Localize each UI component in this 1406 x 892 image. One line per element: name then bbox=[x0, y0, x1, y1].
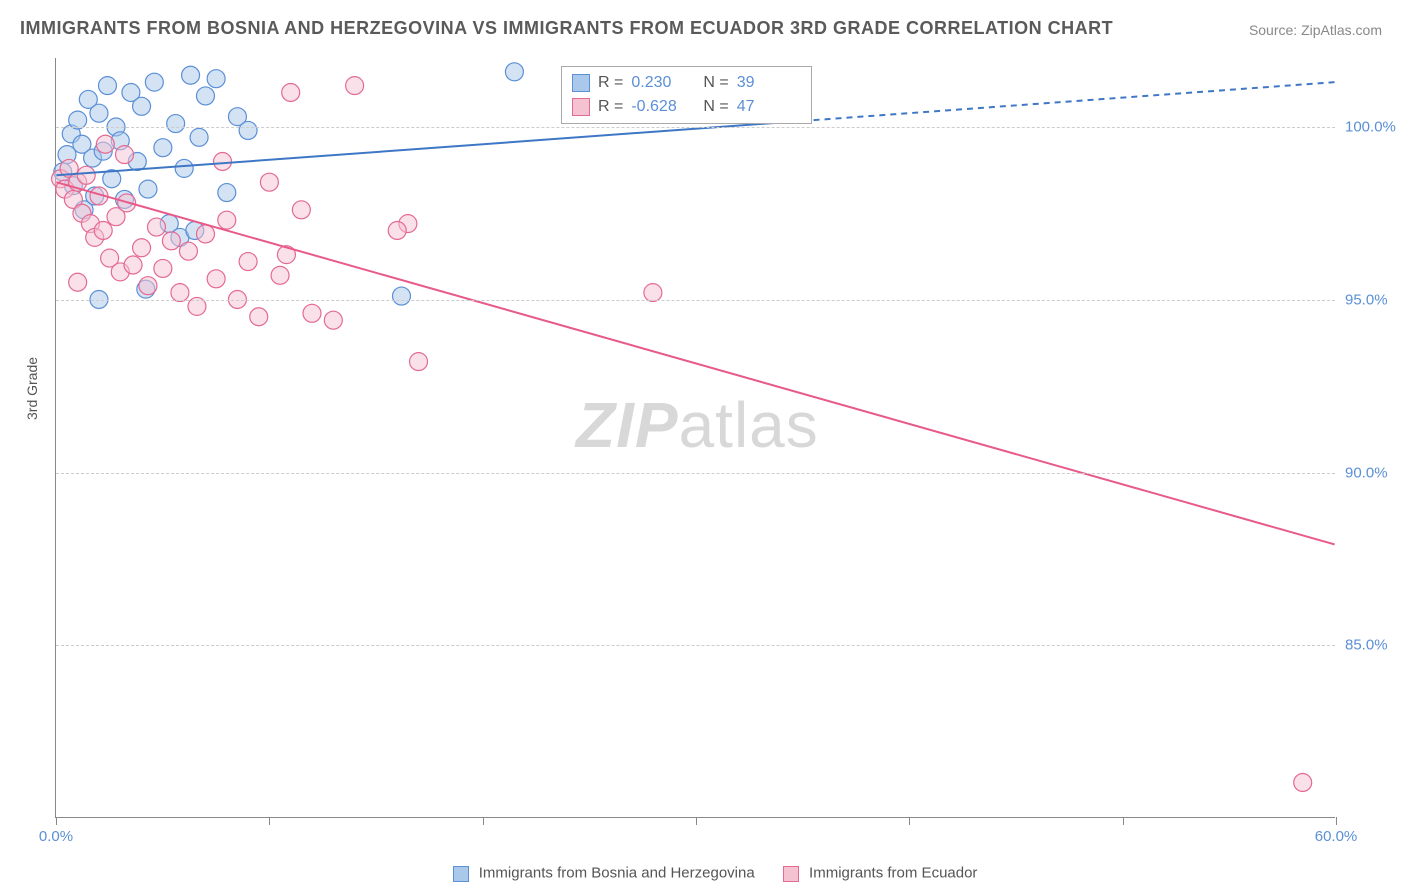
y-tick-label: 100.0% bbox=[1345, 119, 1405, 136]
scatter-point bbox=[505, 63, 523, 81]
scatter-point bbox=[96, 135, 114, 153]
scatter-point bbox=[182, 66, 200, 84]
chart-title: IMMIGRANTS FROM BOSNIA AND HERZEGOVINA V… bbox=[20, 18, 1113, 39]
scatter-point bbox=[239, 253, 257, 271]
scatter-point bbox=[292, 201, 310, 219]
legend-r-label: R = bbox=[598, 95, 623, 119]
correlation-legend: R = 0.230 N = 39 R = -0.628 N = 47 bbox=[561, 66, 812, 124]
scatter-point bbox=[239, 121, 257, 139]
scatter-point bbox=[162, 232, 180, 250]
legend-n-label: N = bbox=[703, 71, 728, 95]
legend-n-pink: 47 bbox=[737, 95, 801, 119]
scatter-point bbox=[207, 70, 225, 88]
scatter-point bbox=[190, 128, 208, 146]
scatter-point bbox=[1294, 774, 1312, 792]
scatter-point bbox=[260, 173, 278, 191]
gridline-horizontal bbox=[56, 300, 1335, 301]
scatter-point bbox=[303, 304, 321, 322]
trend-line bbox=[56, 182, 1334, 544]
legend-bottom-swatch-blue bbox=[453, 866, 469, 882]
legend-n-label: N = bbox=[703, 95, 728, 119]
scatter-point bbox=[69, 273, 87, 291]
scatter-point bbox=[175, 159, 193, 177]
scatter-point bbox=[392, 287, 410, 305]
x-tick-mark bbox=[1336, 817, 1337, 825]
legend-swatch-pink bbox=[572, 98, 590, 116]
x-tick-mark bbox=[269, 817, 270, 825]
y-axis-label: 3rd Grade bbox=[24, 357, 40, 420]
plot-area: ZIPatlas R = 0.230 N = 39 R = -0.628 N =… bbox=[55, 58, 1335, 818]
x-tick-mark bbox=[483, 817, 484, 825]
legend-bottom-label-blue: Immigrants from Bosnia and Herzegovina bbox=[479, 865, 755, 882]
y-tick-label: 90.0% bbox=[1345, 464, 1405, 481]
x-tick-mark bbox=[56, 817, 57, 825]
scatter-point bbox=[388, 222, 406, 240]
scatter-point bbox=[145, 73, 163, 91]
scatter-point bbox=[271, 266, 289, 284]
scatter-point bbox=[179, 242, 197, 260]
scatter-point bbox=[282, 84, 300, 102]
scatter-point bbox=[346, 77, 364, 95]
legend-r-label: R = bbox=[598, 71, 623, 95]
scatter-point bbox=[218, 211, 236, 229]
legend-row-pink: R = -0.628 N = 47 bbox=[572, 95, 801, 119]
x-tick-mark bbox=[909, 817, 910, 825]
chart-svg bbox=[56, 58, 1335, 817]
scatter-point bbox=[207, 270, 225, 288]
scatter-point bbox=[167, 115, 185, 133]
scatter-point bbox=[133, 97, 151, 115]
scatter-point bbox=[139, 180, 157, 198]
source-attribution: Source: ZipAtlas.com bbox=[1249, 22, 1382, 38]
legend-r-pink: -0.628 bbox=[631, 95, 695, 119]
scatter-point bbox=[214, 153, 232, 171]
legend-bottom-swatch-pink bbox=[783, 866, 799, 882]
x-tick-start: 0.0% bbox=[39, 828, 73, 845]
legend-n-blue: 39 bbox=[737, 71, 801, 95]
gridline-horizontal bbox=[56, 645, 1335, 646]
scatter-point bbox=[218, 184, 236, 202]
scatter-point bbox=[154, 139, 172, 157]
legend-bottom-label-pink: Immigrants from Ecuador bbox=[809, 865, 977, 882]
legend-row-blue: R = 0.230 N = 39 bbox=[572, 71, 801, 95]
x-tick-end: 60.0% bbox=[1315, 828, 1358, 845]
scatter-point bbox=[139, 277, 157, 295]
series-legend: Immigrants from Bosnia and Herzegovina I… bbox=[0, 864, 1406, 882]
scatter-point bbox=[133, 239, 151, 257]
scatter-point bbox=[196, 225, 214, 243]
scatter-point bbox=[77, 166, 95, 184]
scatter-point bbox=[116, 146, 134, 164]
legend-swatch-blue bbox=[572, 74, 590, 92]
scatter-point bbox=[90, 104, 108, 122]
scatter-point bbox=[410, 353, 428, 371]
scatter-point bbox=[124, 256, 142, 274]
gridline-horizontal bbox=[56, 127, 1335, 128]
scatter-point bbox=[94, 222, 112, 240]
y-tick-label: 85.0% bbox=[1345, 637, 1405, 654]
scatter-point bbox=[147, 218, 165, 236]
x-tick-mark bbox=[1123, 817, 1124, 825]
scatter-point bbox=[196, 87, 214, 105]
scatter-point bbox=[324, 311, 342, 329]
gridline-horizontal bbox=[56, 473, 1335, 474]
scatter-point bbox=[250, 308, 268, 326]
x-tick-mark bbox=[696, 817, 697, 825]
legend-r-blue: 0.230 bbox=[631, 71, 695, 95]
trend-line-dashed bbox=[781, 82, 1335, 122]
scatter-point bbox=[98, 77, 116, 95]
scatter-point bbox=[154, 259, 172, 277]
y-tick-label: 95.0% bbox=[1345, 291, 1405, 308]
